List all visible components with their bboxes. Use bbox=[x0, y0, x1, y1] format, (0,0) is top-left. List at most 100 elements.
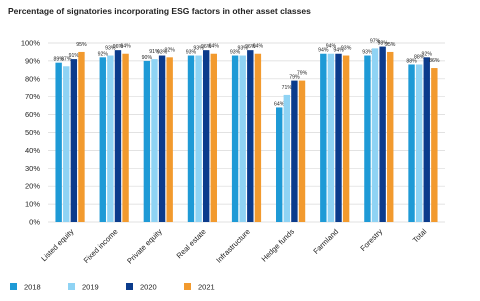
x-tick-label: Forestry bbox=[358, 227, 384, 253]
legend-label: 2019 bbox=[82, 283, 99, 292]
bar bbox=[327, 53, 335, 222]
bar bbox=[143, 60, 151, 223]
bar bbox=[364, 55, 371, 222]
value-label: 93% bbox=[341, 46, 352, 52]
y-tick-label: 10% bbox=[25, 200, 40, 209]
y-tick-label: 80% bbox=[25, 74, 40, 83]
value-label: 89% bbox=[53, 57, 64, 63]
x-tick-label: Infrastructure bbox=[214, 227, 252, 265]
legend-swatch bbox=[68, 283, 75, 290]
bar bbox=[78, 51, 85, 223]
value-label: 91% bbox=[69, 53, 80, 59]
value-label: 91% bbox=[149, 49, 160, 55]
y-tick-label: 0% bbox=[29, 218, 40, 227]
bar bbox=[202, 50, 210, 222]
x-tick-label: Farmland bbox=[311, 227, 340, 256]
bar bbox=[158, 55, 166, 222]
value-label: 88% bbox=[414, 54, 425, 60]
value-label: 71% bbox=[282, 85, 293, 91]
value-label: 95% bbox=[385, 42, 396, 48]
x-tick-label: Real estate bbox=[175, 227, 208, 260]
bar bbox=[63, 66, 70, 223]
bar bbox=[187, 55, 195, 222]
x-tick-label: Fixed income bbox=[82, 227, 120, 265]
value-label: 93% bbox=[186, 50, 197, 56]
bar bbox=[195, 55, 202, 222]
legend-swatch bbox=[126, 283, 133, 290]
value-label: 92% bbox=[164, 47, 175, 53]
value-label: 94% bbox=[333, 48, 344, 54]
value-label: 87% bbox=[61, 56, 72, 62]
chart-title: Percentage of signatories incorporating … bbox=[8, 6, 311, 16]
bar bbox=[99, 57, 106, 222]
value-label: 95% bbox=[76, 42, 87, 48]
x-tick-label: Hedge funds bbox=[260, 227, 297, 264]
bar bbox=[114, 50, 122, 222]
bar bbox=[210, 53, 217, 222]
legend-swatch bbox=[184, 283, 191, 290]
value-label: 96% bbox=[201, 44, 212, 50]
x-tick-label: Listed equity bbox=[39, 227, 75, 263]
bar bbox=[291, 80, 298, 222]
value-label: 79% bbox=[297, 71, 308, 77]
bar bbox=[415, 64, 423, 222]
bar bbox=[371, 48, 379, 223]
value-label: 94% bbox=[318, 48, 329, 54]
bar bbox=[166, 57, 173, 222]
value-label: 93% bbox=[238, 46, 249, 52]
bar bbox=[431, 68, 438, 222]
value-label: 93% bbox=[105, 46, 116, 52]
bar bbox=[239, 55, 246, 222]
value-label: 96% bbox=[245, 44, 256, 50]
y-tick-label: 50% bbox=[25, 128, 40, 137]
value-label: 97% bbox=[370, 38, 381, 44]
bar bbox=[408, 64, 415, 222]
bar bbox=[335, 53, 342, 222]
value-label: 86% bbox=[429, 58, 440, 64]
bar bbox=[423, 57, 430, 222]
value-label: 90% bbox=[142, 55, 153, 61]
bar bbox=[276, 107, 283, 222]
x-tick-label: Private equity bbox=[125, 227, 164, 266]
bar bbox=[342, 55, 350, 222]
legend-label: 2018 bbox=[24, 283, 41, 292]
value-label: 88% bbox=[406, 58, 417, 64]
bar bbox=[231, 55, 239, 222]
bar bbox=[70, 59, 78, 222]
value-label: 93% bbox=[193, 46, 204, 52]
bar bbox=[107, 55, 114, 222]
value-label: 94% bbox=[120, 44, 131, 50]
legend-swatch bbox=[10, 283, 17, 290]
value-label: 96% bbox=[113, 44, 124, 50]
value-label: 93% bbox=[230, 50, 241, 56]
legend-label: 2021 bbox=[198, 283, 215, 292]
value-label: 79% bbox=[289, 75, 300, 81]
value-label: 64% bbox=[274, 101, 285, 107]
value-label: 93% bbox=[362, 50, 373, 56]
value-label: 94% bbox=[209, 44, 220, 50]
bar bbox=[283, 94, 291, 222]
y-tick-label: 90% bbox=[25, 56, 40, 65]
bar bbox=[151, 59, 158, 222]
bar bbox=[122, 53, 129, 222]
bar bbox=[247, 50, 254, 222]
value-label: 92% bbox=[98, 51, 109, 57]
value-label: 94% bbox=[253, 44, 264, 50]
y-tick-label: 100% bbox=[21, 39, 41, 48]
y-tick-label: 60% bbox=[25, 110, 40, 119]
x-tick-label: Total bbox=[411, 227, 429, 245]
y-tick-label: 30% bbox=[25, 164, 40, 173]
value-label: 94% bbox=[326, 44, 337, 50]
y-tick-label: 20% bbox=[25, 182, 40, 191]
legend-label: 2020 bbox=[140, 283, 157, 292]
y-tick-label: 40% bbox=[25, 146, 40, 155]
value-label: 98% bbox=[377, 41, 388, 47]
y-tick-label: 70% bbox=[25, 92, 40, 101]
bar bbox=[320, 53, 327, 222]
bar bbox=[254, 53, 262, 222]
bar bbox=[387, 51, 394, 223]
bar bbox=[298, 80, 306, 222]
bar bbox=[55, 62, 62, 222]
bar bbox=[379, 46, 386, 222]
